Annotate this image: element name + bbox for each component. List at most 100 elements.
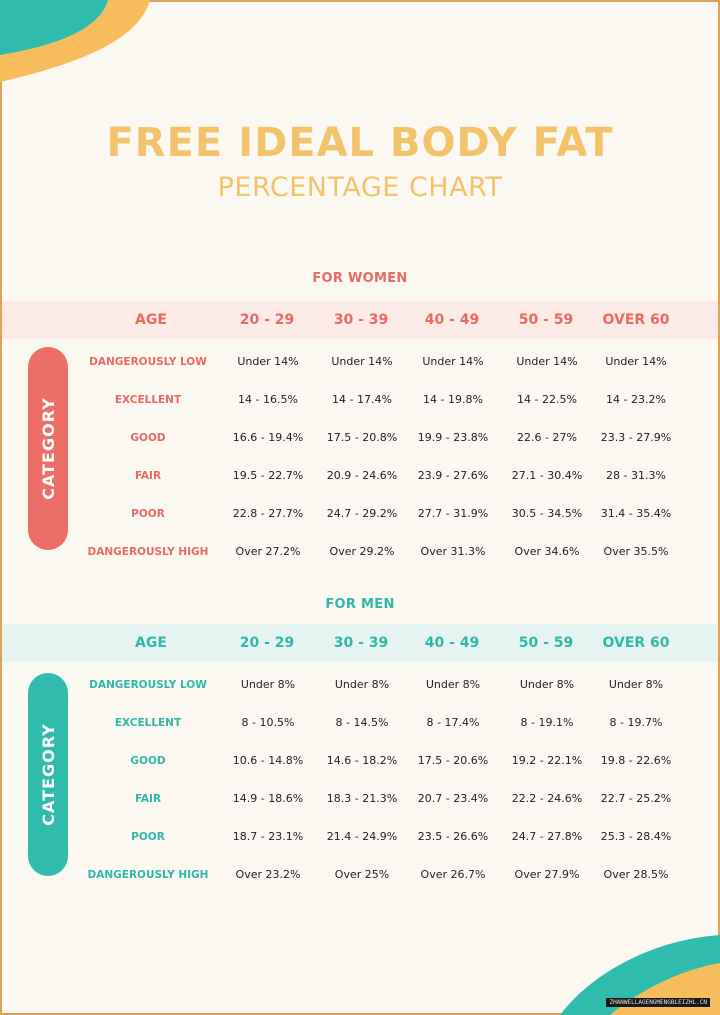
table-cell: 17.5 - 20.6%: [417, 754, 489, 767]
header-age-40-49: 40 - 49: [424, 312, 480, 328]
category-fair: FAIR: [134, 793, 162, 805]
header-age-50-59: 50 - 59: [518, 312, 574, 328]
table-cell: 28 - 31.3%: [606, 469, 666, 482]
table-row: DANGEROUSLY HIGH Over 27.2% Over 29.2% O…: [0, 533, 720, 571]
category-dangerously-low: DANGEROUSLY LOW: [89, 679, 207, 691]
table-cell: 23.9 - 27.6%: [417, 469, 489, 482]
header-age: AGE: [135, 635, 167, 651]
men-header-row: AGE 20 - 29 30 - 39 40 - 49 50 - 59 OVER…: [2, 624, 718, 662]
header-age-over-60: OVER 60: [602, 312, 670, 328]
table-cell: 27.7 - 31.9%: [417, 507, 489, 520]
category-good: GOOD: [130, 755, 166, 767]
table-cell: Under 8%: [334, 678, 390, 691]
table-cell: Over 26.7%: [420, 868, 486, 881]
table-cell: 30.5 - 34.5%: [511, 507, 583, 520]
table-cell: Over 34.6%: [514, 545, 580, 558]
table-cell: 8 - 14.5%: [335, 716, 389, 729]
table-cell: Under 8%: [425, 678, 481, 691]
table-cell: 19.9 - 23.8%: [417, 431, 489, 444]
header-age-50-59: 50 - 59: [518, 635, 574, 651]
table-cell: 24.7 - 29.2%: [326, 507, 398, 520]
table-cell: 14 - 23.2%: [606, 393, 666, 406]
table-row: EXCELLENT 8 - 10.5% 8 - 14.5% 8 - 17.4% …: [0, 704, 720, 742]
table-row: DANGEROUSLY LOW Under 14% Under 14% Unde…: [0, 343, 720, 381]
table-cell: Under 8%: [519, 678, 575, 691]
table-cell: 18.7 - 23.1%: [232, 830, 304, 843]
women-header-row: AGE 20 - 29 30 - 39 40 - 49 50 - 59 OVER…: [2, 301, 718, 339]
table-cell: 14 - 19.8%: [423, 393, 483, 406]
table-cell: 10.6 - 14.8%: [232, 754, 304, 767]
table-cell: 8 - 19.1%: [520, 716, 574, 729]
header-age: AGE: [135, 312, 167, 328]
table-cell: 24.7 - 27.8%: [511, 830, 583, 843]
table-row: GOOD 16.6 - 19.4% 17.5 - 20.8% 19.9 - 23…: [0, 419, 720, 457]
table-cell: Over 25%: [334, 868, 390, 881]
category-poor: POOR: [131, 508, 165, 520]
header-age-30-39: 30 - 39: [333, 635, 389, 651]
table-row: GOOD 10.6 - 14.8% 14.6 - 18.2% 17.5 - 20…: [0, 742, 720, 780]
table-cell: 23.5 - 26.6%: [417, 830, 489, 843]
table-cell: Over 23.2%: [235, 868, 301, 881]
watermark: ZHANWELLAGENGMENGBLEIZHL.CN: [606, 998, 710, 1007]
table-cell: 19.8 - 22.6%: [600, 754, 672, 767]
table-cell: 14 - 22.5%: [517, 393, 577, 406]
table-cell: 14.9 - 18.6%: [232, 792, 304, 805]
table-cell: Under 14%: [331, 355, 393, 368]
category-poor: POOR: [131, 831, 165, 843]
table-cell: 20.7 - 23.4%: [417, 792, 489, 805]
table-row: POOR 22.8 - 27.7% 24.7 - 29.2% 27.7 - 31…: [0, 495, 720, 533]
table-cell: Under 14%: [516, 355, 578, 368]
header-age-20-29: 20 - 29: [239, 635, 295, 651]
table-cell: Over 35.5%: [603, 545, 669, 558]
table-cell: Under 8%: [608, 678, 664, 691]
page-title: FREE IDEAL BODY FAT: [106, 120, 614, 166]
table-row: DANGEROUSLY LOW Under 8% Under 8% Under …: [0, 666, 720, 704]
category-dangerously-low: DANGEROUSLY LOW: [89, 356, 207, 368]
table-cell: 22.6 - 27%: [517, 431, 577, 444]
table-cell: 31.4 - 35.4%: [600, 507, 672, 520]
table-cell: 19.2 - 22.1%: [511, 754, 583, 767]
table-cell: 18.3 - 21.3%: [326, 792, 398, 805]
table-cell: 21.4 - 24.9%: [326, 830, 398, 843]
table-cell: 22.2 - 24.6%: [511, 792, 583, 805]
table-cell: Under 14%: [422, 355, 484, 368]
corner-decoration-top-left: [0, 0, 150, 82]
table-cell: 16.6 - 19.4%: [232, 431, 304, 444]
table-cell: 23.3 - 27.9%: [600, 431, 672, 444]
table-cell: Over 27.2%: [235, 545, 301, 558]
men-category-pill: CATEGORY: [28, 673, 68, 876]
men-section-label: FOR MEN: [325, 597, 395, 612]
table-cell: 22.7 - 25.2%: [600, 792, 672, 805]
table-cell: 14 - 16.5%: [238, 393, 298, 406]
table-cell: Over 27.9%: [514, 868, 580, 881]
header-age-over-60: OVER 60: [602, 635, 670, 651]
table-row: EXCELLENT 14 - 16.5% 14 - 17.4% 14 - 19.…: [0, 381, 720, 419]
table-cell: Under 14%: [605, 355, 667, 368]
header-age-40-49: 40 - 49: [424, 635, 480, 651]
category-excellent: EXCELLENT: [114, 394, 182, 406]
page-subtitle: PERCENTAGE CHART: [217, 172, 503, 203]
table-cell: 27.1 - 30.4%: [511, 469, 583, 482]
table-cell: Under 14%: [237, 355, 299, 368]
table-row: FAIR 14.9 - 18.6% 18.3 - 21.3% 20.7 - 23…: [0, 780, 720, 818]
table-row: FAIR 19.5 - 22.7% 20.9 - 24.6% 23.9 - 27…: [0, 457, 720, 495]
table-cell: 14.6 - 18.2%: [326, 754, 398, 767]
table-cell: 22.8 - 27.7%: [232, 507, 304, 520]
table-cell: Under 8%: [240, 678, 296, 691]
table-cell: 8 - 10.5%: [241, 716, 295, 729]
table-cell: Over 29.2%: [329, 545, 395, 558]
header-age-20-29: 20 - 29: [239, 312, 295, 328]
table-cell: 17.5 - 20.8%: [326, 431, 398, 444]
category-fair: FAIR: [134, 470, 162, 482]
category-excellent: EXCELLENT: [114, 717, 182, 729]
table-cell: 20.9 - 24.6%: [326, 469, 398, 482]
table-cell: 8 - 19.7%: [609, 716, 663, 729]
table-cell: 19.5 - 22.7%: [232, 469, 304, 482]
table-cell: 25.3 - 28.4%: [600, 830, 672, 843]
table-cell: 8 - 17.4%: [426, 716, 480, 729]
header-age-30-39: 30 - 39: [333, 312, 389, 328]
table-cell: 14 - 17.4%: [332, 393, 392, 406]
table-cell: Over 28.5%: [603, 868, 669, 881]
women-section-label: FOR WOMEN: [312, 271, 408, 286]
